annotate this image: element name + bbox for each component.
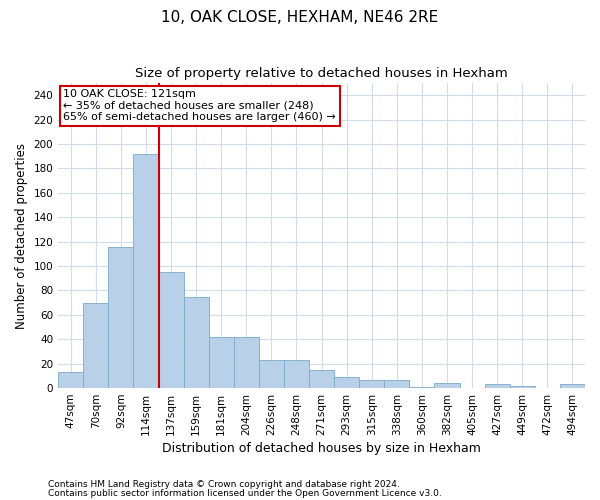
Bar	[510, 386, 535, 388]
Bar	[234, 337, 259, 388]
Text: 10 OAK CLOSE: 121sqm
← 35% of detached houses are smaller (248)
65% of semi-deta: 10 OAK CLOSE: 121sqm ← 35% of detached h…	[64, 89, 336, 122]
Bar	[284, 360, 309, 388]
Bar	[259, 360, 284, 388]
Bar	[334, 377, 359, 388]
Text: 10, OAK CLOSE, HEXHAM, NE46 2RE: 10, OAK CLOSE, HEXHAM, NE46 2RE	[161, 10, 439, 25]
Text: Contains public sector information licensed under the Open Government Licence v3: Contains public sector information licen…	[48, 490, 442, 498]
Bar	[184, 296, 209, 388]
Text: Contains HM Land Registry data © Crown copyright and database right 2024.: Contains HM Land Registry data © Crown c…	[48, 480, 400, 489]
Bar	[359, 380, 385, 388]
Title: Size of property relative to detached houses in Hexham: Size of property relative to detached ho…	[135, 68, 508, 80]
Bar	[385, 380, 409, 388]
Bar	[58, 372, 83, 388]
Bar	[209, 337, 234, 388]
Bar	[434, 383, 460, 388]
Bar	[158, 272, 184, 388]
Bar	[83, 302, 109, 388]
Bar	[560, 384, 585, 388]
Bar	[409, 387, 434, 388]
Bar	[485, 384, 510, 388]
Y-axis label: Number of detached properties: Number of detached properties	[15, 142, 28, 328]
X-axis label: Distribution of detached houses by size in Hexham: Distribution of detached houses by size …	[162, 442, 481, 455]
Bar	[309, 370, 334, 388]
Bar	[109, 246, 133, 388]
Bar	[133, 154, 158, 388]
